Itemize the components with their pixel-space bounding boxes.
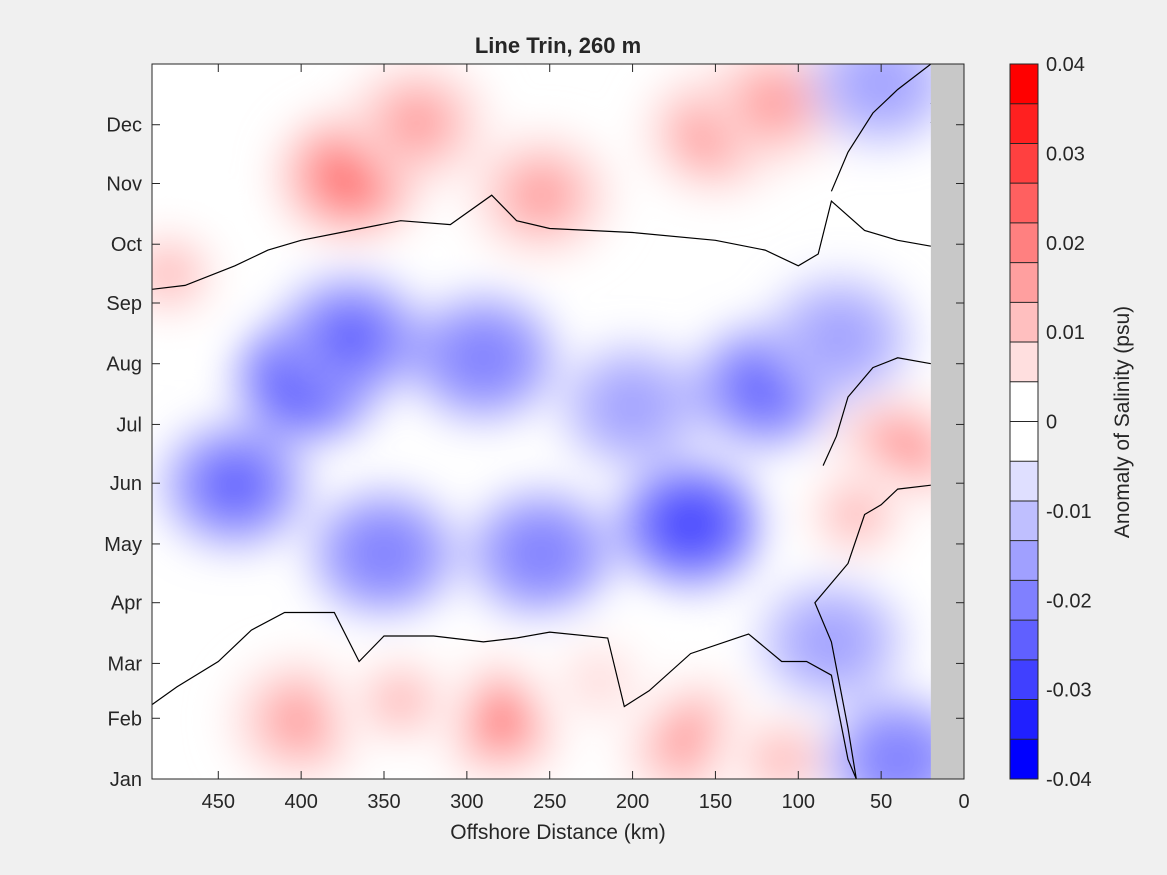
anomaly-core-positive [379, 88, 456, 157]
zero-contour-line [152, 611, 857, 779]
colorbar-tick-label: 0.02 [1046, 233, 1085, 255]
anomaly-core-negative [503, 519, 580, 588]
x-tick-label: 50 [870, 791, 892, 813]
anomaly-core-positive [743, 725, 820, 779]
x-tick-label: 250 [533, 791, 566, 813]
y-tick-label: Jul [116, 414, 142, 436]
y-tick-label: Feb [108, 708, 142, 730]
colorbar-tick-label: -0.01 [1046, 501, 1092, 523]
x-tick-label: 300 [450, 791, 483, 813]
colorbar-tick-label: -0.03 [1046, 680, 1092, 702]
colorbar-segment [1010, 342, 1038, 383]
colorbar-segment [1010, 222, 1038, 264]
anomaly-core-positive [503, 161, 580, 230]
y-tick-label: May [104, 534, 142, 556]
colorbar-frame [1009, 63, 1039, 780]
anomaly-core-negative [594, 372, 671, 441]
anomaly-core-positive [462, 686, 538, 755]
colorbar-segment [1010, 143, 1038, 184]
zero-contour-lines [152, 64, 946, 779]
anomaly-core-negative [445, 323, 522, 392]
colorbar-segment [1010, 103, 1038, 144]
anomaly-core-positive [561, 647, 638, 716]
no-data-region [930, 64, 964, 779]
anomaly-core-negative [843, 64, 920, 118]
colorbar-tick-label: 0.01 [1046, 322, 1085, 344]
x-tick-label: 200 [616, 791, 649, 813]
colorbar-segment [1010, 659, 1038, 701]
zero-contour-line [152, 194, 932, 290]
colorbar-label: Anomaly of Salinity (psu) [1111, 306, 1134, 538]
zero-contour-line [830, 64, 932, 192]
anomaly-core-negative [652, 490, 729, 559]
colorbar-tick-label: -0.04 [1046, 769, 1092, 791]
colorbar-segment [1010, 302, 1038, 343]
plot-frame [151, 63, 965, 780]
anomaly-core-negative [346, 519, 422, 588]
x-axis: 450 400 350 300 250 200 150 100 50 0 [202, 64, 970, 813]
colorbar-segment [1010, 461, 1038, 502]
y-axis: Jan Feb Mar Apr May Jun Jul Aug Sep Oct Nov Dec [104, 115, 964, 791]
colorbar-tick-label: 0.03 [1046, 143, 1085, 165]
y-tick-label: Nov [106, 173, 142, 195]
y-tick-label: Oct [111, 234, 143, 256]
colorbar: -0.04 -0.03 -0.02 -0.01 0 0.01 0.02 0.03 0.04 [1009, 54, 1092, 791]
y-tick-label: Mar [108, 653, 143, 675]
anomaly-core-negative [801, 304, 878, 373]
colorbar-segment [1010, 500, 1038, 542]
y-tick-label: Jan [110, 769, 142, 791]
colorbar-segment [1010, 540, 1038, 581]
anomaly-core-positive [818, 480, 895, 549]
anomaly-core-positive [263, 686, 340, 755]
colorbar-segment [1010, 183, 1038, 224]
x-tick-label: 0 [958, 791, 969, 813]
x-tick-label: 100 [782, 791, 815, 813]
anomaly-core-positive [362, 666, 439, 735]
zero-contour-line [814, 484, 931, 779]
y-tick-label: Dec [106, 115, 142, 137]
x-axis-label: Offshore Distance (km) [450, 821, 666, 844]
x-tick-label: 150 [699, 791, 732, 813]
colorbar-segment [1010, 262, 1038, 303]
colorbar-segment [1010, 739, 1038, 780]
colorbar-segment [1010, 421, 1038, 462]
anomaly-core-positive [152, 239, 207, 308]
colorbar-segment [1010, 64, 1038, 105]
x-tick-label: 450 [202, 791, 235, 813]
anomaly-core-positive [735, 69, 812, 138]
anomaly-core-negative [312, 304, 389, 373]
colorbar-segment [1010, 699, 1038, 740]
y-tick-label: Aug [106, 354, 142, 376]
colorbar-tick-label: -0.02 [1046, 590, 1092, 612]
anomaly-core-negative [859, 725, 936, 779]
anomaly-field [152, 64, 964, 779]
colorbar-tick-label: 0.04 [1046, 54, 1085, 76]
anomaly-core-positive [652, 705, 729, 774]
zero-contour-line [822, 357, 932, 466]
x-tick-label: 400 [284, 791, 317, 813]
chart-title: Line Trin, 260 m [475, 33, 641, 58]
y-tick-label: Jun [110, 473, 142, 495]
colorbar-segment [1010, 620, 1038, 661]
colorbar-segment [1010, 580, 1038, 621]
y-tick-label: Sep [106, 293, 142, 315]
anomaly-core-negative [196, 451, 273, 520]
colorbar-segment [1010, 381, 1038, 422]
y-tick-label: Apr [111, 593, 142, 615]
colorbar-tick-label: 0 [1046, 412, 1057, 434]
x-tick-label: 350 [367, 791, 400, 813]
